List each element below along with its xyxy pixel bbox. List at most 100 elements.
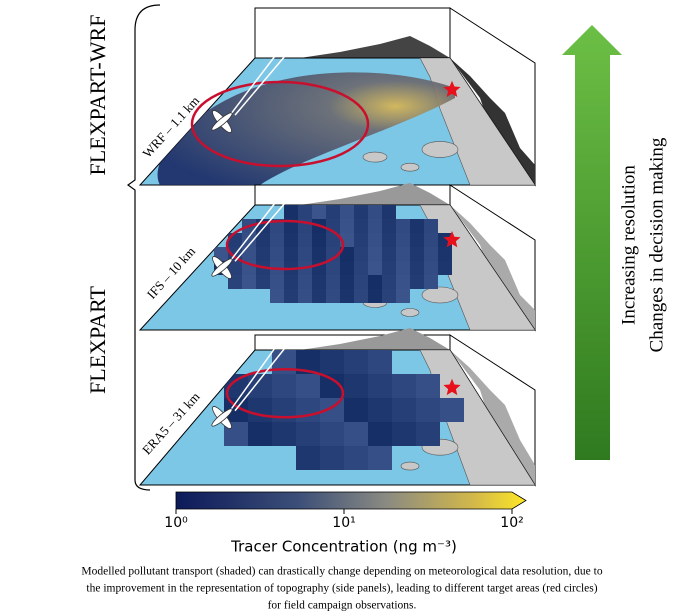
plume-cell — [382, 275, 396, 289]
plume-cell — [320, 446, 344, 470]
target-area — [190, 80, 370, 168]
plume-cell — [410, 233, 424, 247]
caption-line: the improvement in the representation of… — [86, 583, 597, 595]
plume-cell — [424, 233, 438, 247]
target-area — [225, 367, 345, 419]
plume-cell — [270, 233, 284, 247]
plume-cell — [416, 422, 440, 446]
flight-track — [229, 347, 276, 412]
aircraft-wing — [211, 408, 233, 427]
plume-cell — [326, 275, 340, 289]
plume-cell — [312, 289, 326, 303]
plume-cell — [424, 219, 438, 233]
plume-cell — [410, 261, 424, 275]
plume-cell — [368, 233, 382, 247]
flight-track — [234, 55, 286, 116]
plume-cell — [396, 261, 410, 275]
plume-cell — [368, 446, 392, 470]
plume-cell — [228, 233, 242, 247]
plume-cell — [410, 219, 424, 233]
group-label: FLEXPART-WRF — [85, 15, 110, 176]
plume-cell — [340, 289, 354, 303]
topography — [300, 183, 450, 205]
resolution-arrow — [562, 25, 622, 460]
plume-cell — [382, 205, 396, 219]
plume-cell — [344, 446, 368, 470]
plume — [157, 72, 455, 185]
colorbar-label: Tracer Concentration (ng m⁻³) — [230, 538, 457, 556]
map-content — [214, 205, 535, 330]
plume-cell — [354, 275, 368, 289]
plume-cell — [340, 219, 354, 233]
plume-cell — [392, 398, 416, 422]
plume-cell — [354, 247, 368, 261]
island — [421, 141, 459, 158]
plume-cell — [248, 398, 272, 422]
plume-cell — [382, 219, 396, 233]
plume-cell — [340, 261, 354, 275]
plume-cell — [382, 233, 396, 247]
plume-cell — [424, 261, 438, 275]
plume-cell — [382, 247, 396, 261]
arrow-label: Changes in decision making — [646, 137, 667, 352]
plume-cell — [312, 275, 326, 289]
plume-cell — [270, 247, 284, 261]
plume-cell — [242, 275, 256, 289]
plume-cell — [284, 247, 298, 261]
plume-cell — [368, 219, 382, 233]
plume-cell — [298, 289, 312, 303]
plume-cell — [248, 374, 272, 398]
flight-track — [234, 347, 286, 412]
island — [421, 286, 459, 304]
plume-cell — [396, 233, 410, 247]
flight-track — [234, 202, 286, 262]
plume-cell — [228, 261, 242, 275]
plume-cell — [272, 422, 296, 446]
island — [400, 162, 420, 172]
plume-cell — [438, 247, 452, 261]
plume-cell — [272, 374, 296, 398]
plume-cell — [396, 247, 410, 261]
island — [400, 461, 420, 471]
plume-cell — [228, 275, 242, 289]
plume-cell — [326, 233, 340, 247]
plume-cell — [320, 350, 344, 374]
plume-cell — [368, 247, 382, 261]
plume-cell — [312, 233, 326, 247]
colorbar-tick-label: 10¹ — [332, 515, 355, 531]
plume-cell — [256, 247, 270, 261]
plume-cell — [340, 205, 354, 219]
map-panel: IFS – 10 km — [138, 183, 536, 332]
flight-track — [229, 55, 276, 116]
source-star — [443, 378, 461, 396]
plume-cell — [354, 289, 368, 303]
plume-cell — [270, 289, 284, 303]
plume-cell — [284, 275, 298, 289]
plume-cell — [416, 398, 440, 422]
plume-cell — [382, 261, 396, 275]
plume-cell — [354, 261, 368, 275]
plume-cell — [320, 422, 344, 446]
plume-cell — [438, 261, 452, 275]
plume-cell — [284, 289, 298, 303]
plume-cell — [396, 219, 410, 233]
plume-cell — [354, 205, 368, 219]
target-area — [225, 219, 345, 271]
plume-cell — [248, 422, 272, 446]
plume-cell — [368, 261, 382, 275]
plume-cell — [296, 446, 320, 470]
colorbar-tick-label: 10² — [500, 515, 523, 531]
colorbar-tick-label: 10⁰ — [164, 515, 188, 531]
plume-cell — [298, 247, 312, 261]
caption-line: Modelled pollutant transport (shaded) ca… — [81, 566, 602, 578]
plume-cell — [326, 205, 340, 219]
plume-cell — [298, 233, 312, 247]
plume-cell — [298, 205, 312, 219]
plume-cell — [298, 275, 312, 289]
group-label: FLEXPART — [85, 285, 110, 393]
plume-cell — [424, 275, 438, 289]
plume-cell — [242, 233, 256, 247]
caption-line: for field campaign observations. — [268, 600, 417, 612]
map-panel: ERA5 – 31 km — [138, 328, 536, 487]
